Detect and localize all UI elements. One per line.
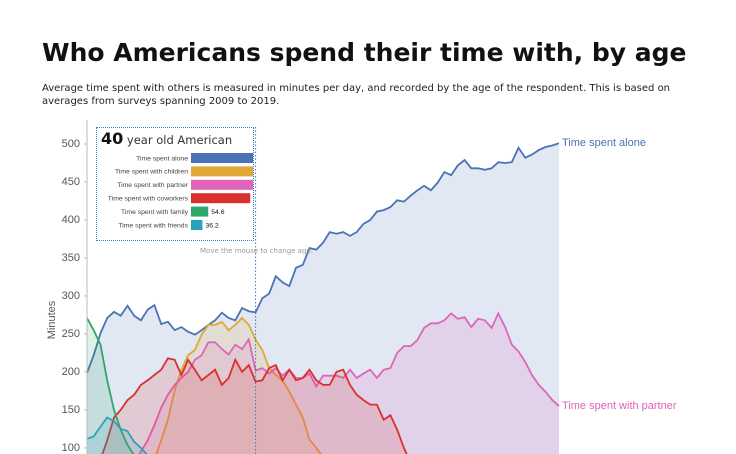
- plot-area: [87, 142, 560, 454]
- series-line: [138, 311, 560, 454]
- y-tick-label: 200: [62, 366, 80, 378]
- tooltip-bar: [191, 220, 203, 230]
- y-tick-label: 500: [62, 138, 80, 150]
- tooltip-text: year old American who spend time with: [126, 133, 233, 147]
- tooltip-bar: [191, 166, 253, 177]
- tooltip-label: Time spent with partner: [117, 182, 189, 189]
- tooltip-label: Time spent alone: [136, 155, 188, 162]
- area-fill: [87, 318, 134, 454]
- y-tick-label: 150: [62, 404, 80, 416]
- tooltip-value: 36.2: [205, 222, 218, 229]
- series-line: [87, 142, 560, 374]
- series-line: [101, 357, 408, 454]
- tooltip-title: 40 year old American who spend time with: [101, 130, 251, 148]
- tooltip-bar: [191, 193, 251, 204]
- tooltip-bar: [191, 206, 209, 217]
- tooltip-bar: [191, 179, 253, 190]
- tooltip-label: Time spent with coworkers: [108, 195, 189, 202]
- y-tick-label: 300: [62, 290, 80, 302]
- y-tick-label: 450: [62, 176, 80, 188]
- series-end-label: Time spent alone: [562, 137, 646, 149]
- series-line: [155, 316, 322, 454]
- area-fill: [87, 417, 147, 454]
- tooltip-label: Time spent with family: [121, 209, 189, 216]
- tooltip-label: Time spent with friends: [118, 222, 188, 229]
- y-axis-label: Minutes: [46, 300, 58, 339]
- tooltip-label: Time spent with children: [115, 169, 188, 176]
- tooltip-bar: [191, 153, 253, 163]
- hint: Move the mouse to change age.: [200, 247, 313, 255]
- area-fill: [87, 143, 559, 454]
- chart-subtitle: Average time spent with others is measur…: [42, 83, 671, 107]
- y-tick-label: 100: [62, 442, 80, 454]
- y-tick-label: 250: [62, 328, 80, 340]
- area-fill: [156, 318, 321, 454]
- tooltip-value: 54.6: [211, 209, 224, 216]
- chart-title: Who Americans spend their time with, by …: [42, 38, 687, 67]
- series-end-label: Time spent with partner: [562, 400, 677, 412]
- tooltip-age: 40: [101, 130, 124, 148]
- y-tick-label: 350: [62, 252, 80, 264]
- tooltip-bars: Time spent alone278.3Time spent with chi…: [108, 153, 253, 230]
- tooltip: 40 year old American who spend time with…: [96, 127, 254, 241]
- area-fill: [102, 358, 407, 454]
- y-tick-label: 400: [62, 214, 80, 226]
